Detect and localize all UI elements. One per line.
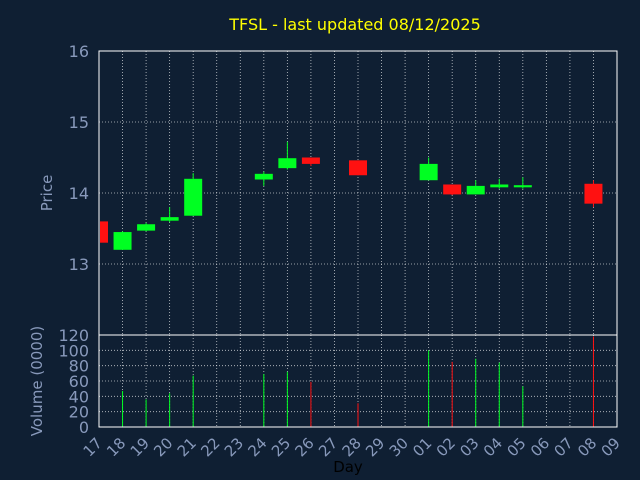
price-tick-label: 13 bbox=[69, 255, 89, 274]
candle-body bbox=[443, 184, 462, 195]
volume-plot-frame bbox=[98, 334, 618, 428]
candle-body bbox=[160, 217, 179, 221]
volume-tick-label: 0 bbox=[79, 418, 89, 437]
candle-body bbox=[254, 173, 273, 180]
price-tick-label: 14 bbox=[69, 184, 89, 203]
candle-body bbox=[278, 158, 297, 169]
candle-body bbox=[100, 221, 108, 243]
price-candles bbox=[98, 141, 603, 250]
candle-body bbox=[419, 163, 438, 181]
candle-body bbox=[513, 185, 532, 188]
candle-body bbox=[137, 224, 156, 231]
price-tick-label: 16 bbox=[69, 42, 89, 61]
candle-body bbox=[113, 232, 132, 250]
candle-body bbox=[301, 157, 320, 164]
candle-body bbox=[184, 178, 203, 216]
volume-tick-label: 100 bbox=[58, 341, 89, 360]
volume-axis-label: Volume (0000) bbox=[28, 326, 46, 436]
price-axis-label: Price bbox=[38, 175, 56, 212]
volume-tick-label: 80 bbox=[69, 357, 89, 376]
price-tick-label: 15 bbox=[69, 113, 89, 132]
x-axis-label: Day bbox=[333, 458, 363, 476]
candle-body bbox=[490, 184, 509, 188]
volume-tick-label: 20 bbox=[69, 403, 89, 422]
volume-tick-label: 120 bbox=[58, 326, 89, 345]
candle-body bbox=[466, 185, 485, 195]
chart-title: TFSL - last updated 08/12/2025 bbox=[228, 15, 481, 34]
volume-bars bbox=[122, 336, 594, 427]
candle-body bbox=[584, 183, 603, 204]
volume-tick-label: 40 bbox=[69, 387, 89, 406]
candle-body bbox=[349, 160, 367, 176]
volume-tick-label: 60 bbox=[69, 372, 89, 391]
